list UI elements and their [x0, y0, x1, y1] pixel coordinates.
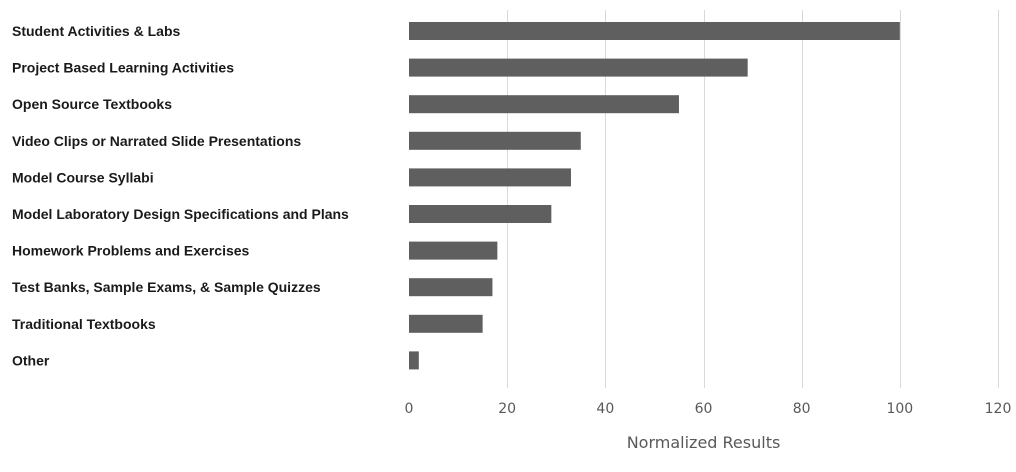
x-tick-label: 0	[405, 401, 414, 417]
category-label: Student Activities & Labs	[12, 23, 181, 39]
category-label: Test Banks, Sample Exams, & Sample Quizz…	[12, 279, 321, 295]
x-tick-label: 20	[498, 401, 516, 417]
bars	[409, 22, 900, 370]
category-label: Homework Problems and Exercises	[12, 243, 250, 259]
category-label: Open Source Textbooks	[12, 96, 172, 112]
category-label: Video Clips or Narrated Slide Presentati…	[12, 133, 301, 149]
x-tick-label: 100	[886, 401, 913, 417]
bar	[409, 278, 493, 297]
bar	[409, 168, 571, 187]
category-label: Project Based Learning Activities	[12, 60, 234, 76]
bar	[409, 58, 748, 77]
category-label: Model Laboratory Design Specifications a…	[12, 206, 349, 222]
x-tick-label: 80	[793, 401, 811, 417]
category-label: Other	[12, 352, 50, 368]
x-tick-label: 40	[596, 401, 614, 417]
x-tick-label: 120	[985, 401, 1012, 417]
category-labels: Student Activities & Labs Project Based L…	[12, 23, 349, 368]
bar	[409, 205, 552, 223]
bar	[409, 241, 498, 260]
x-tick-label: 60	[695, 401, 713, 417]
category-label: Model Course Syllabi	[12, 169, 154, 185]
bar	[409, 131, 581, 150]
x-axis-tick-labels: 0 20 40 60 80 100 120	[405, 401, 1012, 417]
category-label: Traditional Textbooks	[12, 316, 156, 332]
x-axis-title: Normalized Results	[627, 433, 781, 452]
bar	[409, 95, 679, 114]
bar	[409, 22, 900, 40]
bar	[409, 314, 483, 333]
bar	[409, 351, 419, 370]
